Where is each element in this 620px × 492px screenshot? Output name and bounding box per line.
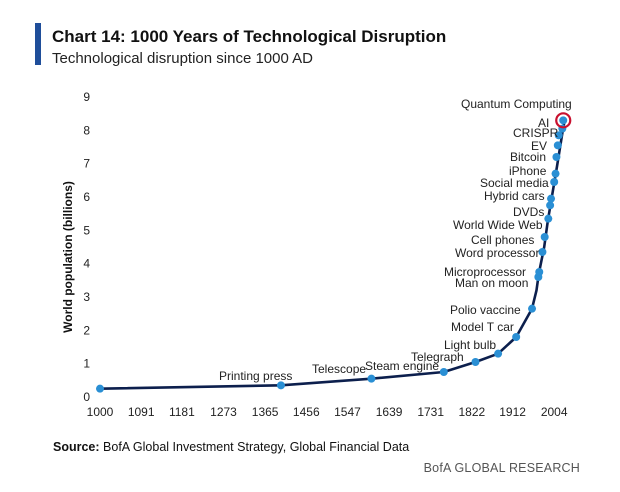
y-tick-label: 0 <box>83 390 90 404</box>
annotation-label: Steam engine <box>365 359 439 373</box>
y-tick-label: 6 <box>83 190 90 204</box>
chart-subtitle: Technological disruption since 1000 AD <box>52 50 313 67</box>
y-axis-title: World population (billions) <box>61 181 75 333</box>
data-point-marker <box>547 194 556 203</box>
annotation-label: Cell phones <box>471 233 534 247</box>
data-point-marker <box>512 333 521 341</box>
annotation-label: Telescope <box>312 362 366 376</box>
annotation-label: Social media <box>480 176 549 190</box>
data-point-marker <box>367 374 376 383</box>
data-point-marker <box>528 304 537 313</box>
annotation-label: Telegraph <box>411 350 464 364</box>
annotation-label: Quantum Computing <box>461 97 572 111</box>
annotation-label: World Wide Web <box>453 218 543 232</box>
annotation-label: Man on moon <box>455 276 528 290</box>
source-note: Source: BofA Global Investment Strategy,… <box>53 440 409 454</box>
x-tick-label: 1912 <box>499 405 526 419</box>
y-tick-label: 1 <box>83 357 90 371</box>
annotation-label: Light bulb <box>444 338 496 352</box>
y-tick-label: 5 <box>83 223 90 237</box>
annotation-label: iPhone <box>509 164 547 178</box>
y-tick-label: 4 <box>83 257 90 271</box>
source-text: BofA Global Investment Strategy, Global … <box>103 440 410 454</box>
x-tick-label: 1365 <box>252 405 279 419</box>
x-tick-label: 1822 <box>459 405 486 419</box>
annotation-label: Model T car <box>451 320 514 334</box>
data-point-marker <box>551 169 560 178</box>
data-point-marker <box>559 116 568 125</box>
x-tick-label: 1547 <box>334 405 361 419</box>
data-point-marker <box>471 358 480 366</box>
x-tick-label: 1639 <box>376 405 403 419</box>
y-tick-label: 2 <box>83 323 90 337</box>
data-point-marker <box>439 368 448 376</box>
source-label: Source: <box>53 440 100 454</box>
annotation-label: Hybrid cars <box>484 189 545 203</box>
x-tick-label: 1273 <box>210 405 237 419</box>
highlight-ring <box>555 112 572 129</box>
data-point-marker <box>550 178 559 186</box>
annotation-label: Polio vaccine <box>450 303 521 317</box>
x-tick-label: 1456 <box>293 405 320 419</box>
data-point-marker <box>553 141 562 150</box>
y-tick-label: 7 <box>83 157 90 171</box>
data-point-marker <box>276 381 285 390</box>
annotation-label: Printing press <box>219 369 292 383</box>
data-point-marker <box>546 201 555 210</box>
data-point-marker <box>96 384 104 393</box>
y-tick-label: 9 <box>83 90 90 104</box>
x-tick-label: 2004 <box>541 405 568 419</box>
annotation-label: DVDs <box>513 205 544 219</box>
x-tick-label: 1181 <box>169 405 195 419</box>
brand-label: BofA GLOBAL RESEARCH <box>423 461 580 475</box>
data-point-marker <box>552 153 561 161</box>
title-accent-bar <box>35 23 41 65</box>
annotation-label: AI <box>538 116 549 130</box>
annotation-label: EV <box>531 139 547 153</box>
data-point-marker <box>494 349 503 358</box>
annotation-label: CRISPR <box>513 126 559 140</box>
annotation-label: Word processor <box>455 246 539 260</box>
data-point-marker <box>540 233 549 241</box>
chart-title: Chart 14: 1000 Years of Technological Di… <box>52 27 447 46</box>
x-tick-label: 1091 <box>128 405 155 419</box>
x-tick-label: 1731 <box>417 405 444 419</box>
annotation-label: Bitcoin <box>510 150 546 164</box>
y-tick-label: 8 <box>83 123 90 137</box>
annotation-label: Microprocessor <box>444 265 526 279</box>
data-point-marker <box>544 214 553 223</box>
y-tick-label: 3 <box>83 290 90 304</box>
data-point-marker <box>554 131 563 140</box>
data-point-marker <box>538 248 547 256</box>
x-tick-label: 1000 <box>87 405 114 419</box>
data-point-marker <box>535 268 544 276</box>
